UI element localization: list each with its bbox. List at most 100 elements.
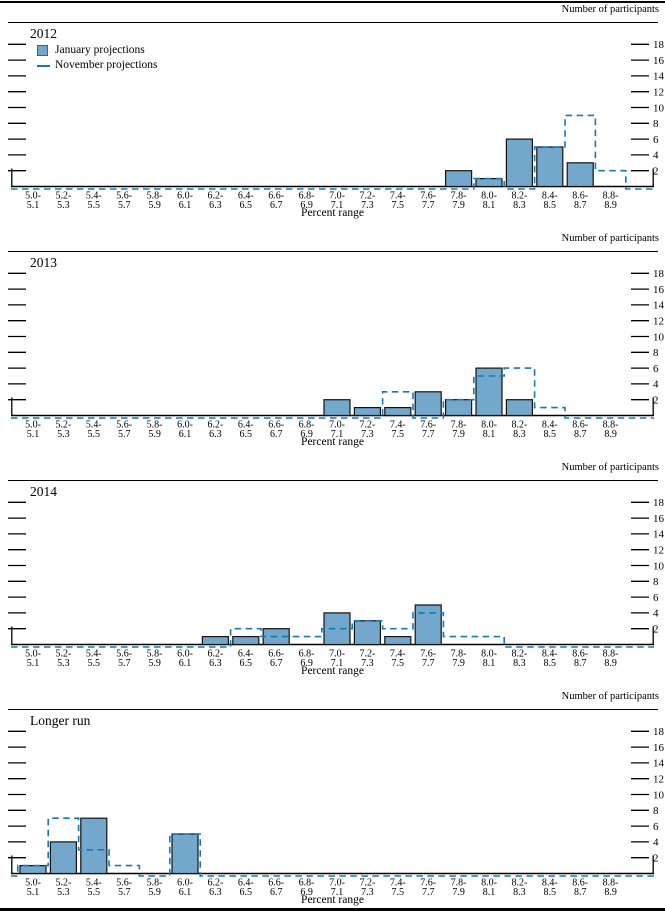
x-tick-label: 7.8-7.9 [451, 878, 467, 899]
right-axis-title: Number of participants [561, 691, 659, 702]
right-axis-title: Number of participants [561, 233, 659, 244]
x-tick-label: 5.6-5.7 [116, 420, 132, 441]
y-tick-label: 8 [653, 805, 659, 817]
x-tick-label: 5.0-5.1 [25, 420, 41, 441]
november-dashed-outline [11, 817, 654, 877]
y-tick-label: 16 [653, 55, 665, 67]
x-tick-label: 6.2-6.3 [207, 878, 223, 899]
y-tick-label: 6 [653, 821, 659, 833]
legend-row-january: January projections [37, 44, 158, 57]
panel-title-2012: 2012 [30, 26, 57, 41]
x-tick-label: 5.0-5.1 [25, 191, 41, 212]
x-tick-label: 8.2-8.3 [511, 878, 527, 899]
x-tick-labels: 5.0-5.1 5.2-5.3 5.4-5.5 5.6-5.7 5.8-5.9 6.0-6… [25, 878, 618, 899]
x-tick-label: 8.6-8.7 [572, 191, 588, 212]
x-tick-label: 8.0-8.1 [481, 191, 497, 212]
x-tick-label: 8.8-8.9 [603, 649, 619, 670]
x-tick-label: 5.2-5.3 [55, 878, 71, 899]
january-bars [445, 138, 594, 188]
x-tick-label: 7.4-7.5 [390, 649, 406, 670]
x-axis-title: Percent range [301, 436, 364, 448]
panel-title-longer-run: Longer run [30, 713, 91, 728]
y-tick-label: 18 [653, 268, 665, 280]
x-tick-label: 8.2-8.3 [511, 191, 527, 212]
x-tick-label: 7.2-7.3 [359, 420, 375, 441]
january-bar [384, 636, 412, 646]
x-tick-label: 6.8-6.9 [299, 649, 315, 670]
x-tick-label: 8.2-8.3 [511, 649, 527, 670]
x-tick-label: 5.0-5.1 [25, 649, 41, 670]
x-tick-label: 5.4-5.5 [86, 878, 102, 899]
january-bar [536, 146, 564, 188]
january-bar [19, 865, 47, 875]
panel-2012: Number of participants 2 4 6 8 10 12 14 16 18 5.0… [0, 1, 665, 230]
x-tick-label: 5.6-5.7 [116, 649, 132, 670]
y-axis-ticks: 2 4 6 8 10 12 14 16 18 [8, 39, 665, 178]
histogram-longer-run: 2 4 6 8 10 12 14 16 18 5.0-5.1 5.2-5.3 5.4-5.5 5.6-5… [8, 726, 665, 899]
january-bar [80, 817, 108, 875]
y-tick-label: 18 [653, 497, 665, 509]
x-tick-label: 6.4-6.5 [238, 420, 254, 441]
x-tick-label: 7.8-7.9 [451, 191, 467, 212]
y-tick-label: 14 [653, 71, 665, 83]
january-bar [323, 399, 351, 417]
y-axis-ticks: 2 4 6 8 10 12 14 16 18 [8, 497, 665, 636]
x-tick-label: 5.2-5.3 [55, 649, 71, 670]
x-tick-label: 8.6-8.7 [572, 420, 588, 441]
x-tick-label: 5.2-5.3 [55, 191, 71, 212]
figure-bottom-border [0, 908, 665, 911]
x-tick-label: 8.6-8.7 [572, 878, 588, 899]
x-tick-label: 8.6-8.7 [572, 649, 588, 670]
y-tick-label: 14 [653, 300, 665, 312]
x-tick-label: 6.8-6.9 [299, 878, 315, 899]
x-tick-label: 5.0-5.1 [25, 878, 41, 899]
y-tick-label: 4 [653, 837, 659, 849]
x-tick-label: 6.2-6.3 [207, 649, 223, 670]
y-tick-label: 18 [653, 39, 665, 51]
y-tick-label: 8 [653, 576, 659, 588]
x-tick-label: 6.6-6.7 [268, 420, 284, 441]
january-bar [49, 841, 78, 875]
figure-top-border [0, 1, 665, 3]
x-tick-label: 6.2-6.3 [207, 420, 223, 441]
x-tick-label: 5.4-5.5 [86, 420, 102, 441]
x-tick-labels: 5.0-5.1 5.2-5.3 5.4-5.5 5.6-5.7 5.8-5.9 6.0-6… [25, 191, 618, 212]
y-tick-label: 10 [653, 560, 665, 572]
x-tick-label: 6.4-6.5 [238, 649, 254, 670]
x-tick-label: 5.8-5.9 [147, 191, 163, 212]
y-tick-label: 4 [653, 150, 659, 162]
x-tick-label: 6.0-6.1 [177, 878, 193, 899]
november-dashed-outline [11, 114, 654, 190]
january-bar [414, 391, 442, 417]
january-bar [505, 399, 533, 417]
x-tick-label: 7.2-7.3 [359, 191, 375, 212]
panel-longer-run: Number of participants 2 4 6 8 10 12 14 16 18 5.0… [0, 688, 665, 917]
y-tick-label: 12 [653, 545, 664, 557]
y-tick-label: 14 [653, 758, 665, 770]
panel-top-rule [8, 480, 658, 481]
x-tick-label: 7.4-7.5 [390, 878, 406, 899]
panel-top-rule [8, 251, 658, 252]
y-tick-label: 16 [653, 513, 665, 525]
x-tick-label: 7.4-7.5 [390, 420, 406, 441]
panel-2014: Number of participants 2 4 6 8 10 12 14 16 18 5.0… [0, 459, 665, 688]
x-tick-label: 7.6-7.7 [420, 420, 436, 441]
y-tick-label: 18 [653, 726, 665, 738]
x-tick-label: 6.4-6.5 [238, 878, 254, 899]
x-tick-label: 6.8-6.9 [299, 191, 315, 212]
panel-title-2013: 2013 [30, 255, 57, 270]
x-tick-label: 8.0-8.1 [481, 420, 497, 441]
x-tick-label: 5.6-5.7 [116, 191, 132, 212]
x-tick-label: 8.4-8.5 [542, 878, 558, 899]
y-tick-label: 14 [653, 529, 665, 541]
right-axis-title: Number of participants [561, 462, 659, 473]
x-tick-label: 7.6-7.7 [420, 878, 436, 899]
y-tick-label: 12 [653, 87, 664, 99]
x-tick-label: 5.8-5.9 [147, 878, 163, 899]
x-tick-label: 7.0-7.1 [329, 420, 345, 441]
x-tick-label: 7.0-7.1 [329, 878, 345, 899]
x-tick-label: 8.8-8.9 [603, 420, 619, 441]
x-tick-label: 7.6-7.7 [420, 191, 436, 212]
x-tick-label: 7.8-7.9 [451, 420, 467, 441]
y-axis-ticks: 2 4 6 8 10 12 14 16 18 [8, 726, 665, 865]
